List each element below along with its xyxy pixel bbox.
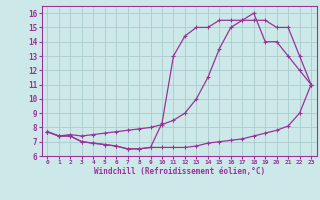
X-axis label: Windchill (Refroidissement éolien,°C): Windchill (Refroidissement éolien,°C) <box>94 167 265 176</box>
